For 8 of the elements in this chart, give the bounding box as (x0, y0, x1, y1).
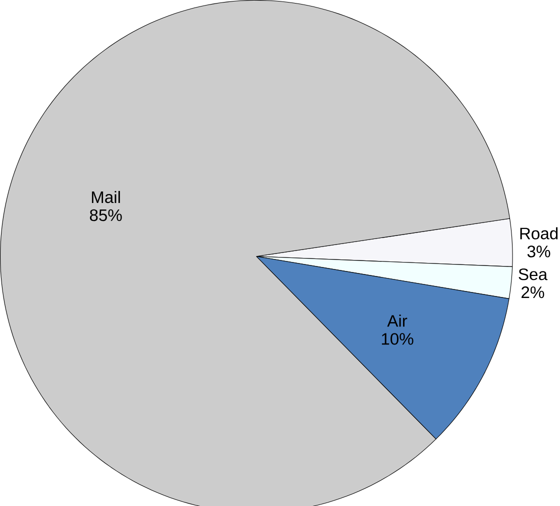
data-label: 2% (522, 286, 544, 298)
slice-label: Air (387, 314, 408, 327)
slice-label: Mail (92, 190, 120, 203)
data-label: 85% (90, 209, 122, 221)
slice-label: Road (520, 227, 558, 240)
data-label: 10% (382, 332, 414, 345)
data-label: 3% (527, 245, 550, 258)
slice-label: Sea (518, 268, 548, 280)
